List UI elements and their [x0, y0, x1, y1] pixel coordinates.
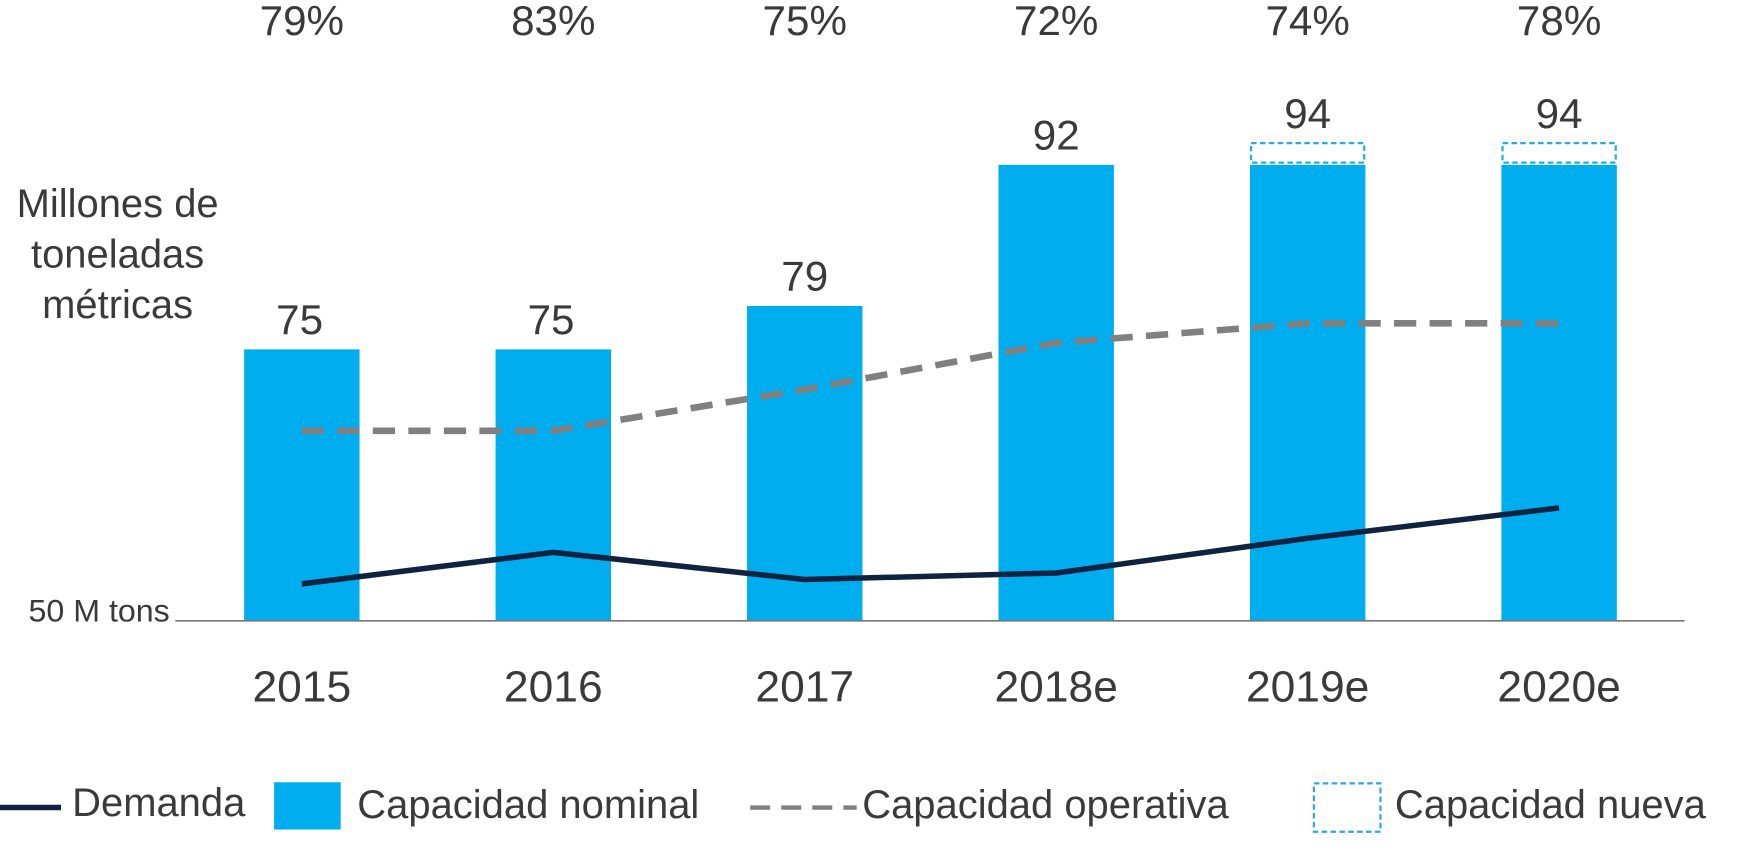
total-label: 75 [276, 296, 323, 343]
legend-label: Capacidad nueva [1395, 783, 1707, 827]
bar [747, 305, 863, 621]
legend-swatch [1312, 782, 1382, 833]
demand-line [301, 505, 1560, 587]
x-tick-label: 2018e [995, 663, 1118, 712]
total-label: 94 [1536, 90, 1583, 137]
x-tick-label: 2015 [252, 663, 351, 712]
utilization-label: 83% [511, 0, 595, 44]
total-label: 94 [1284, 90, 1331, 137]
x-tick-label: 2019e [1246, 663, 1369, 712]
total-label: 79 [781, 253, 828, 300]
legend-swatch [274, 782, 341, 830]
x-tick-label: 2016 [504, 663, 603, 712]
legend-label: Capacidad nominal [357, 783, 699, 827]
y-axis-label: Millones de [17, 182, 219, 226]
bar [998, 164, 1114, 621]
legend-label: Demanda [72, 781, 246, 825]
y-tick-label: 50 M tons [28, 593, 169, 629]
utilization-label: 75% [763, 0, 847, 44]
bar [1501, 164, 1617, 621]
y-axis-label: métricas [42, 283, 193, 327]
new-capacity-bar [1249, 142, 1366, 164]
bar [1249, 164, 1366, 621]
utilization-label: 72% [1014, 0, 1098, 44]
x-tick-label: 2020e [1497, 663, 1620, 712]
operating-line [301, 320, 1560, 435]
legend-label: Capacidad operativa [862, 783, 1229, 827]
y-axis-label: toneladas [31, 233, 204, 277]
bar [495, 349, 611, 621]
utilization-label: 79% [260, 0, 344, 44]
utilization-label: 78% [1517, 0, 1601, 44]
x-tick-label: 2017 [755, 663, 854, 712]
bar [244, 349, 360, 621]
new-capacity-bar [1501, 142, 1617, 164]
total-label: 75 [528, 296, 575, 343]
utilization-label: 74% [1265, 0, 1349, 44]
total-label: 92 [1033, 112, 1080, 159]
